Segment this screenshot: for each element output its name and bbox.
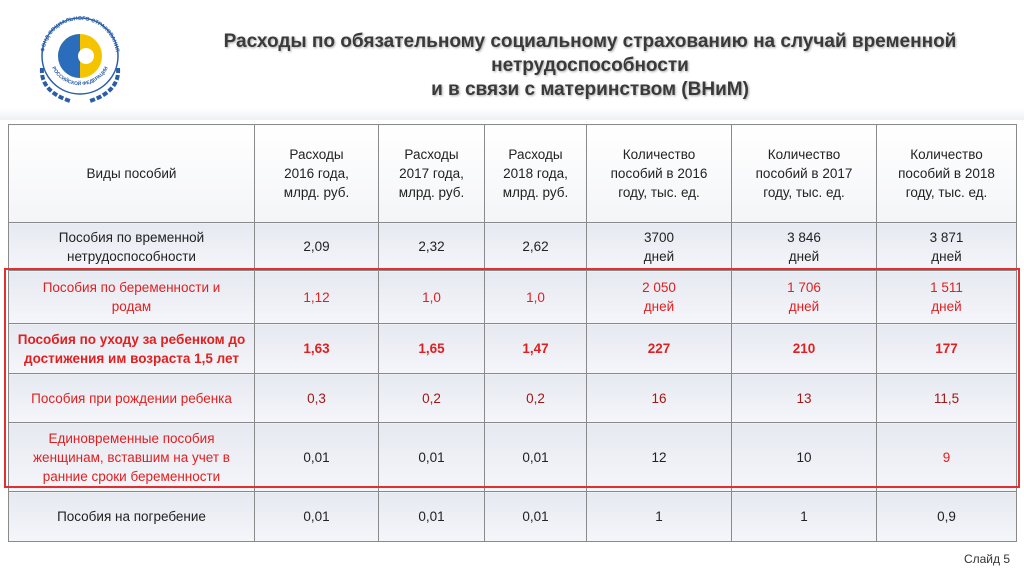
table-cell: Пособия по уходу за ребенком до достижен… [8, 323, 255, 374]
table-cell: 11,5 [876, 373, 1017, 423]
table-cell: Виды пособий [8, 124, 255, 223]
header-row: Виды пособий Расходы 2016 года, млрд. руб… [8, 124, 1017, 223]
table-cell: 1,63 [254, 323, 379, 374]
table-cell: 0,01 [254, 422, 379, 492]
table-row: Пособия по временной нетрудоспособности 2… [8, 222, 1017, 271]
table-cell: Количество пособий в 2018 году, тыс. ед. [876, 124, 1017, 223]
table-cell: 2,09 [254, 222, 379, 271]
table-cell: 1,47 [484, 323, 587, 374]
table-cell: 12 [586, 422, 732, 492]
table-cell: Расходы 2017 года, млрд. руб. [378, 124, 485, 223]
table-cell: 0,2 [378, 373, 485, 423]
title: Расходы по обязательному социальному стр… [223, 31, 957, 100]
table-cell: 1,0 [378, 270, 485, 324]
table-cell: 210 [731, 323, 877, 374]
table-cell: Расходы 2018 года, млрд. руб. [484, 124, 587, 223]
table-cell: 2 050 дней [586, 270, 732, 324]
table-cell: Пособия на погребение [8, 491, 255, 542]
table-cell: 0,2 [484, 373, 587, 423]
header-band [0, 108, 1024, 120]
table-cell: Пособия при рождении ребенка [8, 373, 255, 423]
table-row: Пособия на погребение 0,01 0,01 0,01 1 1 0,9 [8, 491, 1017, 542]
table-cell: 0,01 [484, 422, 587, 492]
table-cell: 0,01 [254, 491, 379, 542]
table-cell: 0,01 [378, 422, 485, 492]
table-row: Пособия по уходу за ребенком до достижен… [8, 323, 1017, 374]
table-row: Единовременные пособия женщинам, вставши… [8, 422, 1017, 492]
table-cell: 0,9 [876, 491, 1017, 542]
table-cell: Количество пособий в 2016 году, тыс. ед. [586, 124, 732, 223]
table-cell: Пособия по временной нетрудоспособности [8, 222, 255, 271]
slide-number: Слайд 5 [963, 552, 1010, 566]
table-cell: 2,62 [484, 222, 587, 271]
table-cell: 1 511 дней [876, 270, 1017, 324]
table-row: Пособия по беременности и родам 1,12 1,0 1,… [8, 270, 1017, 324]
table-cell: 0,01 [378, 491, 485, 542]
table-cell: Количество пособий в 2017 году, тыс. ед. [731, 124, 877, 223]
table-cell: 1 [586, 491, 732, 542]
table-cell: Единовременные пособия женщинам, вставши… [8, 422, 255, 492]
table-cell: 3 846 дней [731, 222, 877, 271]
table-cell: 1 [731, 491, 877, 542]
table-cell: 0,01 [484, 491, 587, 542]
table-cell: 13 [731, 373, 877, 423]
table-cell: 227 [586, 323, 732, 374]
table-cell: 177 [876, 323, 1017, 374]
table-cell: 3 871 дней [876, 222, 1017, 271]
logo: ФОНД СОЦИАЛЬНОГО СТРАХОВАНИЯ РОССИЙСКОЙ … [39, 16, 121, 103]
table-row: Пособия при рождении ребенка 0,3 0,2 0,2 16 1… [8, 373, 1017, 423]
table-cell: Расходы 2016 года, млрд. руб. [254, 124, 379, 223]
table-cell: 10 [731, 422, 877, 492]
table-cell: 1,12 [254, 270, 379, 324]
table-cell: 1,0 [484, 270, 587, 324]
table-cell: Пособия по беременности и родам [8, 270, 255, 324]
table-cell: 1 706 дней [731, 270, 877, 324]
table-cell: 0,3 [254, 373, 379, 423]
table-cell: 9 [876, 422, 1017, 492]
table-cell: 1,65 [378, 323, 485, 374]
table-cell: 16 [586, 373, 732, 423]
table-cell: 2,32 [378, 222, 485, 271]
table-cell: 3700 дней [586, 222, 732, 271]
table: Виды пособий Расходы 2016 года, млрд. руб… [8, 124, 1017, 542]
